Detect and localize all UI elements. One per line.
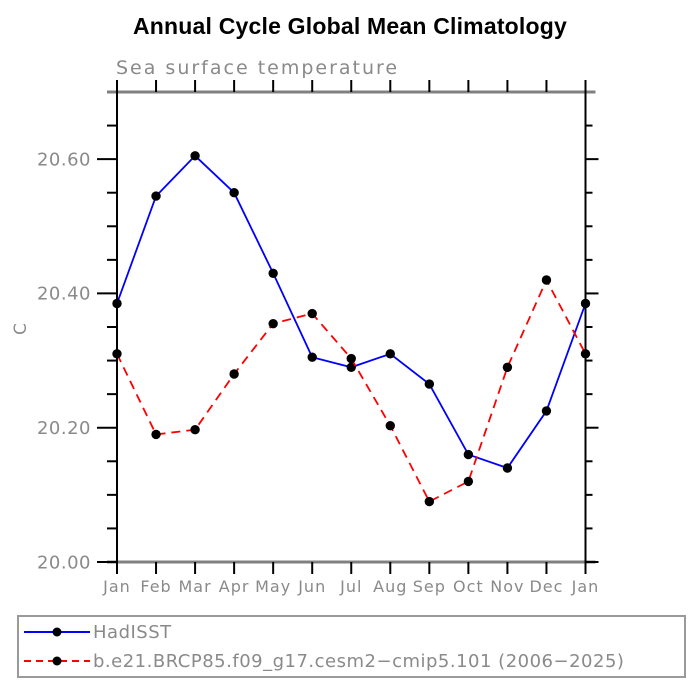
x-tick-labels: Jan Feb Mar Apr May Jun Jul Aug Sep Oct Nov Dec Jan xyxy=(102,577,600,596)
data-point-marker xyxy=(541,406,552,416)
legend-entry-hadisst: HadISST xyxy=(19,618,684,646)
data-point-marker xyxy=(151,429,161,440)
data-point-marker xyxy=(346,353,356,364)
data-point-marker xyxy=(151,191,161,201)
data-point-marker xyxy=(190,425,200,435)
x-tick-label-month: Jan xyxy=(102,577,131,596)
data-point-marker xyxy=(463,449,474,460)
series-line xyxy=(116,277,587,503)
data-point-marker xyxy=(229,369,239,379)
data-point-marker xyxy=(424,496,435,507)
data-point-marker xyxy=(307,308,317,319)
x-tick-label-month: May xyxy=(255,577,291,596)
data-point-marker xyxy=(190,151,200,161)
legend-label-hadisst: HadISST xyxy=(93,621,172,643)
data-point-marker xyxy=(112,349,122,359)
data-point-marker xyxy=(424,379,435,389)
x-tick-label-month: Nov xyxy=(490,577,524,596)
data-point-marker xyxy=(541,275,552,285)
legend-marker-dot xyxy=(52,627,62,637)
chart-title: Annual Cycle Global Mean Climatology xyxy=(132,13,568,39)
legend-sample-solid-line-with-dot xyxy=(24,627,90,637)
data-point-marker xyxy=(307,352,317,362)
data-point-marker xyxy=(268,268,278,278)
x-tick-label-month: Feb xyxy=(140,577,171,596)
data-point-marker xyxy=(112,298,122,309)
x-tick-label-month: Sep xyxy=(413,577,446,596)
data-point-marker xyxy=(580,349,591,359)
x-axis-ticks xyxy=(116,80,587,574)
legend-box: HadISST b.e21.BRCP85.f09_g17.cesm2−cmip5… xyxy=(17,615,686,678)
plot-frame xyxy=(107,89,596,565)
legend-entry-cesm2: b.e21.BRCP85.f09_g17.cesm2−cmip5.101 (20… xyxy=(19,647,684,675)
data-point-marker xyxy=(463,476,474,487)
x-tick-label-month: Apr xyxy=(219,577,250,596)
x-tick-label-month: Mar xyxy=(178,577,211,596)
x-tick-label-month: Jan xyxy=(571,577,600,596)
data-point-marker xyxy=(229,188,239,198)
y-tick-label: 20.60 xyxy=(37,149,91,170)
legend-label-cesm2: b.e21.BRCP85.f09_g17.cesm2−cmip5.101 (20… xyxy=(93,650,625,672)
data-point-marker xyxy=(346,362,356,372)
x-tick-label-month: Aug xyxy=(373,577,407,596)
series-hadisst xyxy=(112,151,591,473)
series-cesm2 xyxy=(112,275,591,507)
y-tick-label: 20.00 xyxy=(37,552,91,573)
legend-sample-dashed-line-with-dot xyxy=(24,656,90,666)
x-tick-label-month: Dec xyxy=(529,577,563,596)
x-tick-label-month: Jun xyxy=(297,577,326,596)
y-tick-label: 20.40 xyxy=(37,284,91,305)
data-point-marker xyxy=(580,298,591,309)
y-axis-label: C xyxy=(11,323,31,335)
x-tick-label-month: Oct xyxy=(453,577,484,596)
y-tick-labels: 20.00 20.20 20.40 20.60 xyxy=(37,149,91,573)
chart-subtitle: Sea surface temperature xyxy=(116,57,400,79)
x-tick-label-month: Jul xyxy=(339,577,362,596)
data-point-marker xyxy=(385,421,395,431)
data-point-marker xyxy=(502,362,513,372)
data-point-marker xyxy=(385,349,395,359)
data-point-marker xyxy=(502,463,513,473)
data-point-marker xyxy=(268,318,278,329)
legend-marker-dot xyxy=(52,656,62,666)
y-axis-ticks xyxy=(97,124,599,563)
y-tick-label: 20.20 xyxy=(37,418,91,439)
series-line xyxy=(116,154,587,470)
